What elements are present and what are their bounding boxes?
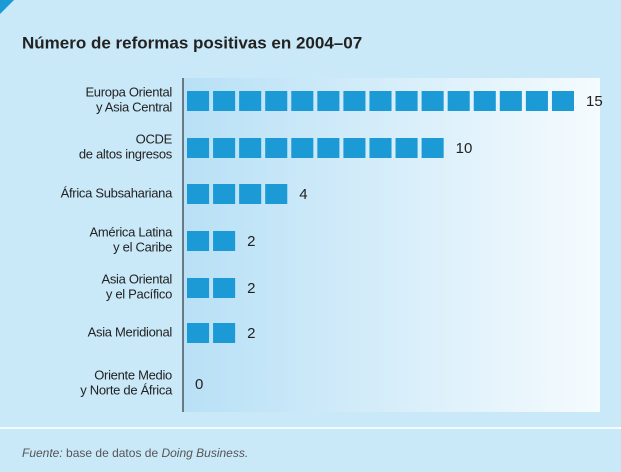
source-text: base de datos de	[66, 446, 158, 460]
bar-unit	[213, 231, 236, 251]
value-label: 2	[247, 280, 255, 297]
bar-unit	[213, 184, 236, 204]
bar-unit	[421, 91, 444, 111]
bar-unit	[369, 138, 392, 158]
bar-unit	[265, 138, 288, 158]
corner-mark	[0, 0, 14, 14]
bar-unit	[291, 91, 314, 111]
bar-unit	[291, 138, 314, 158]
source-label: Fuente:	[22, 446, 63, 460]
bar-unit	[187, 91, 210, 111]
bar-unit	[213, 323, 236, 343]
value-label: 10	[456, 140, 473, 157]
value-label: 0	[195, 376, 203, 393]
bar	[187, 231, 236, 251]
bar-unit	[369, 91, 392, 111]
value-label: 4	[299, 186, 307, 203]
bar-unit	[343, 138, 366, 158]
bar-unit	[421, 138, 444, 158]
value-label: 2	[247, 233, 255, 250]
category-label: América Latina y el Caribe	[89, 225, 173, 255]
value-label: 15	[586, 93, 603, 110]
chart-title: Número de reformas positivas en 2004–07	[22, 33, 362, 52]
plot-area	[183, 78, 600, 412]
source: Fuente: base de datos de Doing Business.	[22, 446, 248, 460]
bar	[187, 184, 288, 204]
value-label: 2	[247, 325, 255, 342]
category-label: Asia Oriental y el Pacífico	[101, 272, 172, 302]
bar-unit	[265, 184, 288, 204]
bar-unit	[187, 184, 210, 204]
category-label: Asia Meridional	[88, 324, 173, 339]
bar-unit	[187, 231, 210, 251]
bar-unit	[499, 91, 522, 111]
bar-unit	[239, 138, 262, 158]
bar-unit	[317, 91, 340, 111]
bar-unit	[187, 138, 210, 158]
bar	[187, 138, 444, 158]
bar-unit	[317, 138, 340, 158]
bar-unit	[473, 91, 496, 111]
bar-unit	[187, 323, 210, 343]
bar	[187, 323, 236, 343]
bar-unit	[239, 184, 262, 204]
bar-unit	[213, 278, 236, 298]
bar-unit	[343, 91, 366, 111]
category-label: Europa Oriental y Asia Central	[85, 85, 172, 115]
bar-unit	[525, 91, 548, 111]
category-label: África Subsahariana	[61, 185, 173, 200]
bar-unit	[447, 91, 470, 111]
bar-unit	[213, 138, 236, 158]
bar-unit	[395, 138, 418, 158]
category-label: OCDE de altos ingresos	[79, 132, 173, 162]
bar-unit	[187, 278, 210, 298]
category-label: Oriente Medio y Norte de África	[80, 368, 173, 398]
bar-unit	[395, 91, 418, 111]
bar-unit	[551, 91, 574, 111]
bar-unit	[239, 91, 262, 111]
source-name: Doing Business.	[161, 446, 248, 460]
bar	[187, 91, 574, 111]
bar	[187, 278, 236, 298]
bar-unit	[265, 91, 288, 111]
bar-unit	[213, 91, 236, 111]
